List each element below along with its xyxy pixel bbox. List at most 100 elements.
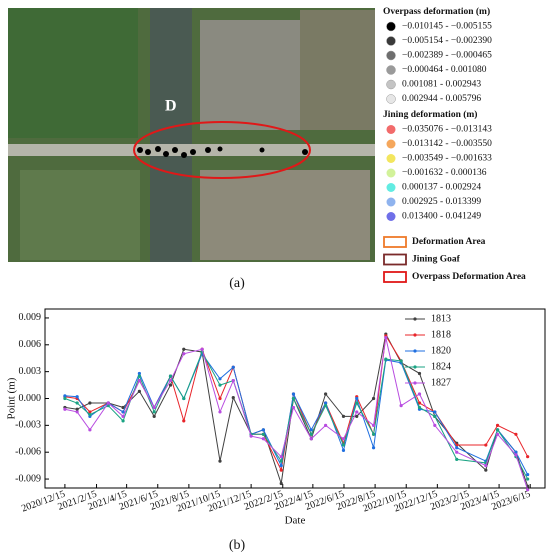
data-point xyxy=(495,432,500,436)
data-point xyxy=(514,450,518,454)
data-point xyxy=(417,392,422,396)
data-point xyxy=(341,437,346,441)
legend-label: −0.000464 - 0.001080 xyxy=(402,65,487,75)
legend-symbol xyxy=(383,236,407,248)
legend-label: 0.000137 - 0.002924 xyxy=(402,183,481,193)
data-point xyxy=(371,432,376,436)
data-point xyxy=(152,405,156,410)
series-line xyxy=(64,350,529,480)
data-point xyxy=(526,477,530,481)
legend-marker xyxy=(413,349,417,353)
data-point xyxy=(63,394,67,398)
legend-symbol xyxy=(386,94,396,104)
data-point xyxy=(309,432,313,436)
legend-label: 0.002925 - 0.013399 xyxy=(402,197,481,207)
data-point xyxy=(75,407,79,411)
data-point xyxy=(526,488,530,492)
data-point xyxy=(279,464,283,468)
data-point xyxy=(261,428,265,432)
series-line xyxy=(64,334,529,472)
data-point xyxy=(168,379,173,383)
data-point xyxy=(355,396,359,401)
data-point xyxy=(106,401,110,405)
map-legend: Overpass deformation (m) −0.010145 - −0.0… xyxy=(383,6,526,283)
data-point xyxy=(279,468,283,472)
data-point xyxy=(75,401,79,405)
data-point xyxy=(355,410,359,414)
data-point xyxy=(526,455,530,459)
data-point xyxy=(261,432,265,436)
town xyxy=(200,170,370,260)
data-point xyxy=(309,428,313,432)
y-tick-label: -0.006 xyxy=(15,446,41,457)
legend-symbol xyxy=(386,154,396,163)
legend-marker xyxy=(413,317,417,321)
legend-label: Jining Goaf xyxy=(412,255,461,265)
field xyxy=(20,170,140,260)
y-tick-label: 0.000 xyxy=(19,393,42,404)
legend-symbol xyxy=(386,183,396,192)
data-point xyxy=(309,437,313,441)
canal xyxy=(150,8,192,262)
legend-symbol xyxy=(383,271,407,283)
data-point xyxy=(231,379,235,383)
data-point xyxy=(291,396,296,401)
series-line xyxy=(64,337,529,490)
data-point xyxy=(371,396,376,401)
data-point xyxy=(324,392,328,396)
data-point xyxy=(88,413,92,417)
legend-symbol xyxy=(386,125,396,134)
data-point xyxy=(433,414,437,418)
data-point xyxy=(231,365,235,369)
legend-label: Deformation Area xyxy=(412,237,486,247)
data-point xyxy=(137,379,141,383)
legend-label: Overpass Deformation Area xyxy=(412,272,526,282)
legend-label: −0.001632 - 0.000136 xyxy=(402,168,487,178)
data-point xyxy=(341,448,346,453)
data-point xyxy=(218,377,222,381)
data-point xyxy=(88,410,92,414)
data-point xyxy=(455,457,459,461)
data-point xyxy=(261,437,265,441)
data-point xyxy=(121,405,125,410)
data-point xyxy=(526,472,530,477)
y-tick-label: -0.009 xyxy=(15,473,41,484)
data-point xyxy=(484,464,488,468)
legend-symbol xyxy=(386,79,396,90)
data-point xyxy=(218,396,222,401)
data-point xyxy=(417,401,422,405)
data-point xyxy=(455,450,459,454)
map: D xyxy=(8,8,375,262)
data-point xyxy=(341,414,346,418)
legend-symbol xyxy=(386,50,396,61)
data-point xyxy=(231,396,235,400)
data-point xyxy=(384,336,388,340)
data-point xyxy=(355,401,359,405)
data-point xyxy=(279,455,283,459)
data-point xyxy=(182,352,186,356)
data-point xyxy=(433,410,437,414)
data-point xyxy=(75,395,79,399)
data-point xyxy=(137,374,141,378)
data-point xyxy=(291,405,296,410)
legend-symbol xyxy=(386,168,396,178)
legend-label: 1818 xyxy=(431,329,451,340)
data-point xyxy=(249,434,253,438)
data-point xyxy=(88,428,92,432)
data-point xyxy=(399,359,403,363)
overpass-area-outline xyxy=(133,121,311,179)
data-point xyxy=(484,468,488,472)
data-point xyxy=(514,453,518,457)
data-point xyxy=(279,459,283,463)
data-point xyxy=(495,428,500,432)
legend-label: −0.005154 - −0.002390 xyxy=(402,36,492,46)
data-point xyxy=(291,392,296,396)
y-tick-label: -0.003 xyxy=(15,420,41,431)
legend-label: −0.010145 - −0.005155 xyxy=(402,22,492,32)
x-axis-label: Date xyxy=(285,515,306,527)
data-point xyxy=(182,419,186,423)
panel-label: (b) xyxy=(229,538,246,553)
data-point xyxy=(371,446,376,450)
y-tick-label: 0.009 xyxy=(19,312,42,323)
